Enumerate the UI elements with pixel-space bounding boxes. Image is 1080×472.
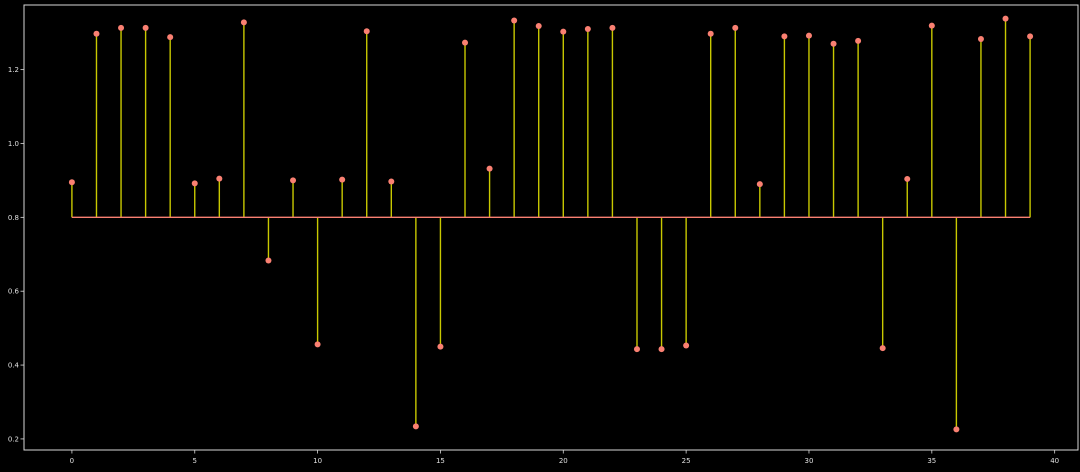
stem-marker <box>781 33 788 40</box>
stem-marker <box>535 23 542 30</box>
x-tick-label: 15 <box>436 457 445 465</box>
x-tick-label: 40 <box>1050 457 1059 465</box>
stem-marker <box>437 343 444 350</box>
stem-marker <box>904 175 911 182</box>
x-tick-label: 35 <box>927 457 936 465</box>
stem-marker <box>118 24 125 31</box>
stem-marker <box>388 178 395 185</box>
x-tick-label: 25 <box>682 457 691 465</box>
stem-marker <box>412 423 419 430</box>
stem-marker <box>977 35 984 42</box>
stem-marker <box>756 181 763 188</box>
plot-area <box>24 5 1078 450</box>
stem-marker <box>658 346 665 353</box>
axes-frame <box>23 4 1079 451</box>
stem-marker <box>830 40 837 47</box>
x-tick-label: 5 <box>193 457 197 465</box>
x-tick-label: 30 <box>805 457 814 465</box>
stem-marker <box>609 24 616 31</box>
stem-marker <box>462 39 469 46</box>
stem-marker <box>633 346 640 353</box>
stem-marker <box>265 257 272 264</box>
stem-marker <box>486 165 493 172</box>
stem-marker <box>683 342 690 349</box>
stem-marker <box>167 34 174 41</box>
stem-marker <box>68 179 75 186</box>
stem-marker <box>855 37 862 44</box>
stem-marker <box>560 28 567 35</box>
stem-marker <box>191 180 198 187</box>
stem-marker <box>363 28 370 35</box>
y-tick-label: 0.2 <box>8 435 19 443</box>
stem-marker <box>216 175 223 182</box>
stem-marker <box>511 17 518 24</box>
stem-markers <box>68 15 1034 433</box>
y-tick-label: 0.6 <box>8 288 20 296</box>
y-tick-label: 1.0 <box>8 140 19 148</box>
stem-marker <box>732 24 739 31</box>
y-tick-label: 0.4 <box>8 362 20 370</box>
stem-marker <box>339 176 346 183</box>
x-tick-label: 20 <box>559 457 568 465</box>
stem-marker <box>1002 15 1009 22</box>
y-tick-label: 1.2 <box>8 66 19 74</box>
stem-marker <box>953 426 960 433</box>
stem-marker <box>707 30 714 37</box>
stem-marker <box>879 345 886 352</box>
stem-marker <box>290 177 297 184</box>
stem-marker <box>1027 33 1034 40</box>
stem-lines <box>71 18 1031 430</box>
x-axis-ticks: 0 5 10 15 20 25 30 35 40 <box>70 450 1059 465</box>
stem-marker <box>240 19 247 26</box>
stem-marker <box>93 30 100 37</box>
y-axis-ticks: 0.2 0.4 0.6 0.8 1.0 1.2 <box>8 66 24 443</box>
x-tick-label: 0 <box>70 457 74 465</box>
stem-marker <box>928 22 935 29</box>
stem-marker <box>805 32 812 39</box>
x-tick-label: 10 <box>313 457 322 465</box>
y-tick-label: 0.8 <box>8 214 19 222</box>
stem-marker <box>584 26 591 33</box>
stem-marker <box>314 341 321 348</box>
stem-marker <box>142 24 149 31</box>
